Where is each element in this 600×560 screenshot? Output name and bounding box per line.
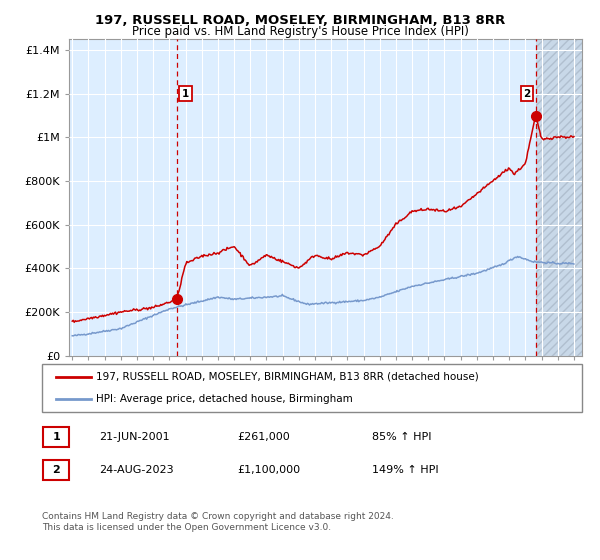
Text: 2: 2 (524, 88, 531, 99)
Bar (536, 39, 582, 356)
Text: 1: 1 (182, 88, 189, 99)
Text: 21-JUN-2001: 21-JUN-2001 (99, 432, 170, 442)
FancyBboxPatch shape (43, 427, 70, 447)
Text: 1: 1 (53, 432, 60, 442)
Text: £261,000: £261,000 (237, 432, 290, 442)
FancyBboxPatch shape (43, 460, 70, 480)
Bar (536, 39, 582, 356)
Text: HPI: Average price, detached house, Birmingham: HPI: Average price, detached house, Birm… (96, 394, 353, 404)
FancyBboxPatch shape (42, 364, 582, 412)
Text: 197, RUSSELL ROAD, MOSELEY, BIRMINGHAM, B13 8RR (detached house): 197, RUSSELL ROAD, MOSELEY, BIRMINGHAM, … (96, 372, 479, 382)
Text: £1,100,000: £1,100,000 (237, 465, 300, 475)
Text: 149% ↑ HPI: 149% ↑ HPI (372, 465, 439, 475)
Text: 24-AUG-2023: 24-AUG-2023 (99, 465, 173, 475)
Text: Contains HM Land Registry data © Crown copyright and database right 2024.
This d: Contains HM Land Registry data © Crown c… (42, 512, 394, 532)
Text: 197, RUSSELL ROAD, MOSELEY, BIRMINGHAM, B13 8RR: 197, RUSSELL ROAD, MOSELEY, BIRMINGHAM, … (95, 14, 505, 27)
Text: 2: 2 (53, 465, 60, 475)
Text: Price paid vs. HM Land Registry's House Price Index (HPI): Price paid vs. HM Land Registry's House … (131, 25, 469, 38)
Text: 85% ↑ HPI: 85% ↑ HPI (372, 432, 431, 442)
